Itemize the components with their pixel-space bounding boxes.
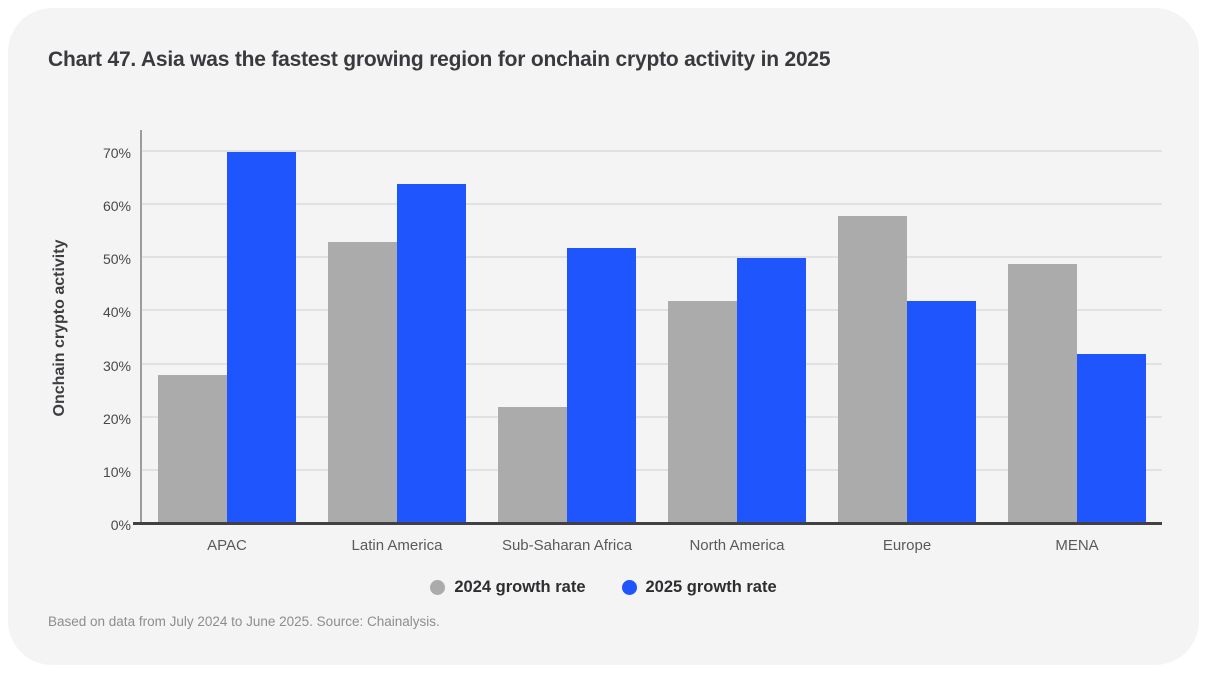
bar-2025-mena	[1077, 353, 1146, 524]
y-tick-50: 50%	[102, 251, 131, 268]
gridline-20	[142, 415, 1162, 418]
bar-group-latin-america: Latin America	[312, 130, 482, 554]
bar-2025-latin-america	[397, 183, 466, 524]
bar-2024-latin-america	[328, 242, 397, 524]
chart-title: Chart 47. Asia was the fastest growing r…	[48, 48, 831, 71]
x-axis-label: North America	[689, 537, 785, 554]
x-axis-label: Sub-Saharan Africa	[501, 537, 633, 554]
gridline-40	[142, 309, 1162, 312]
x-axis-label: Europe	[882, 537, 932, 554]
legend-label: 2024 growth rate	[454, 578, 586, 596]
bar-group-apac: APAC	[142, 130, 312, 554]
bar-2025-europe	[907, 300, 976, 524]
bar-group-europe: Europe	[822, 130, 992, 554]
x-axis-label: APAC	[207, 537, 247, 554]
chart-card: Chart 47. Asia was the fastest growing r…	[8, 8, 1199, 665]
gridline-70	[142, 150, 1162, 152]
source-footnote: Based on data from July 2024 to June 202…	[48, 614, 440, 629]
y-tick-40: 40%	[102, 304, 131, 321]
plot-area: APAC Latin America Sub-Saharan Africa North…	[103, 130, 1162, 554]
y-tick-70: 70%	[102, 145, 131, 161]
y-tick-10: 10%	[102, 463, 131, 480]
gridline-10	[142, 468, 1162, 471]
bar-group-mena: MENA	[992, 130, 1162, 554]
legend-item: 2024 growth rate	[430, 578, 586, 597]
gridline-60	[142, 203, 1162, 206]
y-tick-60: 60%	[102, 198, 131, 215]
bar-2025-sub-saharan-africa	[567, 247, 636, 524]
y-tick-20: 20%	[102, 410, 131, 427]
bar-group-sub-saharan-africa: Sub-Saharan Africa	[482, 130, 652, 554]
y-tick-0: 0%	[110, 517, 131, 533]
gridline-50	[142, 256, 1162, 259]
bar-2024-north-america	[668, 300, 737, 524]
x-axis-line	[133, 522, 1162, 525]
gridline-30	[142, 362, 1162, 365]
bar-2025-apac	[227, 152, 296, 524]
bar-2025-north-america	[737, 258, 806, 524]
bar-2024-apac	[158, 375, 227, 524]
y-axis-label: Onchain crypto activity	[51, 239, 68, 417]
bar-groups: APAC Latin America Sub-Saharan Africa North…	[142, 130, 1162, 554]
legend-dot-icon	[430, 580, 446, 595]
y-tick-30: 30%	[102, 357, 131, 374]
bar-2024-sub-saharan-africa	[498, 407, 567, 524]
x-axis-label: Latin America	[351, 537, 443, 554]
bar-2024-europe	[838, 215, 907, 524]
x-axis-label: MENA	[1055, 537, 1099, 554]
bar-2024-mena	[1008, 263, 1077, 524]
legend-dot-icon	[621, 580, 637, 595]
legend-item: 2025 growth rate	[621, 578, 777, 597]
bar-group-north-america: North America	[652, 130, 822, 554]
chart-legend: 2024 growth rate 2025 growth rate	[8, 578, 1199, 597]
legend-label: 2025 growth rate	[645, 578, 777, 596]
